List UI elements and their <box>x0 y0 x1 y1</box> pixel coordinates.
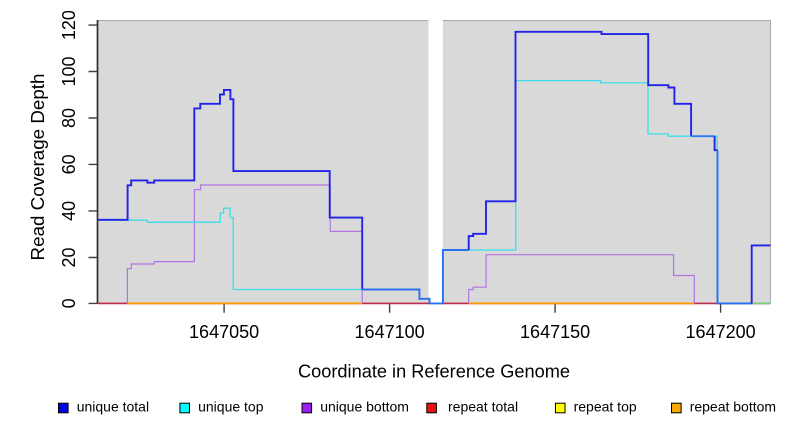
svg-text:80: 80 <box>59 108 79 128</box>
svg-text:repeat total: repeat total <box>448 399 518 415</box>
svg-text:60: 60 <box>59 154 79 174</box>
svg-text:unique total: unique total <box>77 399 149 415</box>
svg-text:20: 20 <box>59 247 79 267</box>
svg-text:repeat bottom: repeat bottom <box>690 399 776 415</box>
svg-text:Coordinate in Reference Genome: Coordinate in Reference Genome <box>298 362 570 382</box>
svg-text:unique top: unique top <box>198 399 264 415</box>
svg-text:0: 0 <box>59 298 79 308</box>
svg-text:1647050: 1647050 <box>189 322 259 342</box>
svg-text:120: 120 <box>59 10 79 40</box>
svg-text:40: 40 <box>59 201 79 221</box>
svg-text:1647150: 1647150 <box>520 322 590 342</box>
svg-text:repeat top: repeat top <box>574 399 637 415</box>
svg-text:1647200: 1647200 <box>686 322 756 342</box>
svg-text:100: 100 <box>59 56 79 86</box>
svg-text:unique bottom: unique bottom <box>320 399 409 415</box>
svg-text:Read Coverage Depth: Read Coverage Depth <box>27 74 48 261</box>
svg-text:1647100: 1647100 <box>355 322 425 342</box>
